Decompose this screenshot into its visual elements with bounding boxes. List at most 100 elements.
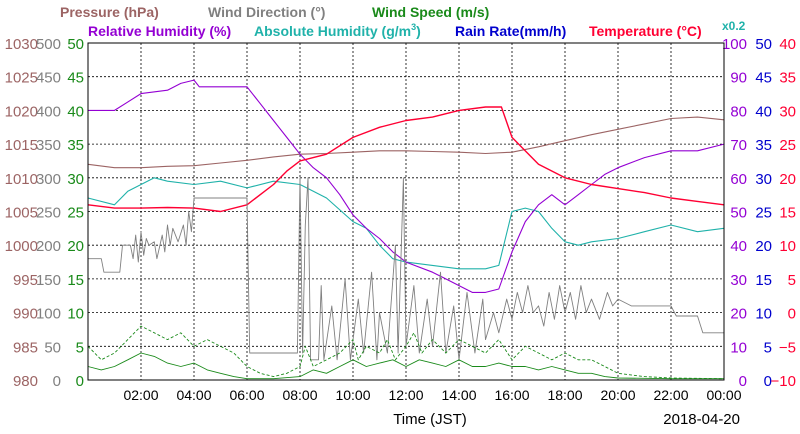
- x-tick-label: 22:00: [653, 387, 688, 403]
- x-tick-label: 08:00: [282, 387, 317, 403]
- legend-wind-direction: Wind Direction (°): [208, 4, 325, 20]
- y-tick-label-wind-speed: 50: [67, 36, 84, 53]
- x-tick-label: 04:00: [176, 387, 211, 403]
- y-tick-label-wind-direction: 400: [36, 103, 61, 120]
- plot-frame: [87, 42, 725, 381]
- y-tick-label-wind-direction: 250: [36, 205, 61, 222]
- y-tick-label-wind-speed: 20: [67, 238, 84, 255]
- y-tick-label-relative-humidity: 20: [730, 306, 747, 323]
- y-tick-label-relative-humidity: 90: [730, 70, 747, 87]
- x-tick-label: 18:00: [547, 387, 582, 403]
- y-tick-label-pressure: 1010: [5, 171, 38, 188]
- y-tick-label-pressure: 980: [13, 373, 38, 390]
- y-tick-label-relative-humidity: 100: [722, 36, 747, 53]
- y-tick-label-wind-speed: 5: [76, 339, 84, 356]
- y-tick-label-temperature: 10: [779, 238, 796, 255]
- y-tick-label-relative-humidity: 70: [730, 137, 747, 154]
- legend-relative-humidity: Relative Humidity (%): [88, 23, 231, 39]
- y-tick-label-pressure: 1000: [5, 238, 38, 255]
- y-tick-label-wind-speed: 25: [67, 205, 84, 222]
- series-line-wind-speed-max: [87, 325, 725, 380]
- chart-date: 2018-04-20: [663, 411, 740, 428]
- y-tick-label-relative-humidity: 60: [730, 171, 747, 188]
- y-tick-label-rain-rate: 15: [755, 272, 772, 289]
- x-tick-label: 10:00: [335, 387, 370, 403]
- y-tick-label-wind-direction: 50: [44, 339, 61, 356]
- y-tick-label-wind-speed: 35: [67, 137, 84, 154]
- y-tick-label-wind-direction: 350: [36, 137, 61, 154]
- y-tick-label-temperature: 20: [779, 171, 796, 188]
- y-tick-label-relative-humidity: 10: [730, 339, 747, 356]
- legend-rain-rate: Rain Rate(mm/h): [455, 23, 566, 39]
- y-tick-label-wind-direction: 100: [36, 306, 61, 323]
- x-tick-label: 12:00: [388, 387, 423, 403]
- x-tick-label: 00:00: [706, 387, 741, 403]
- series-line-relative-humidity: [88, 79, 725, 293]
- y-tick-label-rain-rate: 40: [755, 103, 772, 120]
- x-tick-label: 20:00: [600, 387, 635, 403]
- y-tick-label-wind-speed: 10: [67, 306, 84, 323]
- y-tick-label-wind-speed: 15: [67, 272, 84, 289]
- y-tick-label-temperature: 25: [779, 137, 796, 154]
- y-tick-label-rain-rate: 5: [764, 339, 772, 356]
- y-tick-label-pressure: 1005: [5, 205, 38, 222]
- x-tick-label: 16:00: [494, 387, 529, 403]
- y-tick-label-relative-humidity: 80: [730, 103, 747, 120]
- y-tick-label-wind-speed: 0: [76, 373, 84, 390]
- y-tick-label-wind-speed: 45: [67, 70, 84, 87]
- series-line-pressure: [87, 116, 725, 169]
- y-tick-label-wind-speed: 40: [67, 103, 84, 120]
- legend-scale-note: x0.2: [722, 19, 746, 33]
- legend-absolute-humidity-close: ): [416, 23, 421, 39]
- y-tick-label-rain-rate: 35: [755, 137, 772, 154]
- y-tick-label-temperature: 30: [779, 103, 796, 120]
- y-tick-label-wind-direction: 200: [36, 238, 61, 255]
- y-tick-label-temperature: 40: [779, 36, 796, 53]
- x-axis-label: Time (JST): [393, 411, 467, 428]
- series-line-wind-speed: [87, 352, 724, 380]
- legend-absolute-humidity-sup: 3: [411, 22, 416, 32]
- y-tick-label-wind-direction: 450: [36, 70, 61, 87]
- series-layer: [87, 79, 725, 380]
- legend: Pressure (hPa) Wind Direction (°) Wind S…: [60, 4, 746, 39]
- y-tick-label-pressure: 985: [13, 339, 38, 356]
- y-tick-label-pressure: 1020: [5, 103, 38, 120]
- y-tick-label-rain-rate: 45: [755, 70, 772, 87]
- legend-absolute-humidity: Absolute Humidity (g/m3): [254, 22, 421, 39]
- y-tick-label-temperature: −5: [779, 339, 796, 356]
- legend-wind-speed: Wind Speed (m/s): [372, 4, 489, 20]
- y-tick-label-rain-rate: 0: [764, 373, 772, 390]
- y-tick-label-rain-rate: 25: [755, 205, 772, 222]
- y-tick-label-pressure: 990: [13, 306, 38, 323]
- y-tick-label-rain-rate: 30: [755, 171, 772, 188]
- y-tick-label-relative-humidity: 50: [730, 205, 747, 222]
- y-tick-label-wind-direction: 500: [36, 36, 61, 53]
- x-tick-label: 06:00: [229, 387, 264, 403]
- y-tick-label-temperature: −10: [771, 373, 796, 390]
- series-line-temperature: [87, 106, 725, 213]
- legend-pressure: Pressure (hPa): [60, 4, 159, 20]
- y-tick-label-temperature: 0: [788, 306, 796, 323]
- series-line-wind-direction: [88, 177, 724, 361]
- axis-tick-labels: 02:00 04:00 06:00 08:00 10:00 12:00 14:00 16:00…: [5, 36, 796, 403]
- y-tick-label-wind-direction: 150: [36, 272, 61, 289]
- y-tick-label-pressure: 1015: [5, 137, 38, 154]
- y-tick-label-pressure: 1025: [5, 70, 38, 87]
- y-tick-label-wind-speed: 30: [67, 171, 84, 188]
- y-tick-label-wind-direction: 300: [36, 171, 61, 188]
- y-tick-label-relative-humidity: 0: [739, 373, 747, 390]
- y-tick-label-temperature: 5: [788, 272, 796, 289]
- legend-temperature: Temperature (°C): [589, 23, 702, 39]
- y-tick-label-pressure: 995: [13, 272, 38, 289]
- x-tick-label: 02:00: [123, 387, 158, 403]
- y-tick-label-relative-humidity: 30: [730, 272, 747, 289]
- y-tick-label-rain-rate: 10: [755, 306, 772, 323]
- y-tick-label-wind-direction: 0: [53, 373, 61, 390]
- y-tick-label-temperature: 35: [779, 70, 796, 87]
- y-tick-label-rain-rate: 50: [755, 36, 772, 53]
- y-tick-label-rain-rate: 20: [755, 238, 772, 255]
- x-tick-label: 14:00: [441, 387, 476, 403]
- legend-absolute-humidity-label: Absolute Humidity (g/m: [254, 23, 411, 39]
- grid: [88, 43, 724, 380]
